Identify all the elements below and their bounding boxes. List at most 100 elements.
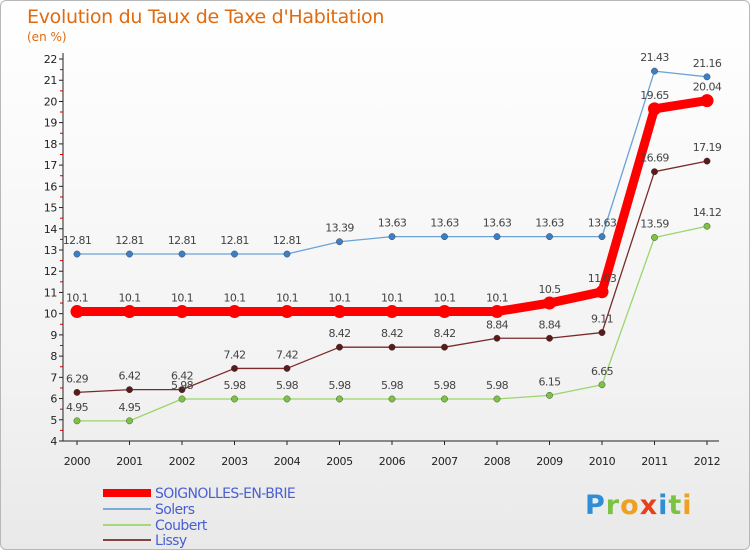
data-point bbox=[385, 305, 399, 319]
data-label: 5.98 bbox=[276, 379, 299, 392]
data-label: 16.69 bbox=[640, 152, 669, 165]
x-tick-label: 2007 bbox=[431, 455, 458, 468]
data-point bbox=[283, 250, 291, 258]
x-tick-label: 2002 bbox=[169, 455, 195, 468]
data-point bbox=[228, 305, 241, 319]
data-label: 6.29 bbox=[66, 372, 89, 385]
data-point bbox=[441, 395, 448, 403]
data-label: 20.04 bbox=[693, 81, 722, 94]
y-tick-label: 5 bbox=[50, 414, 57, 427]
data-label: 6.42 bbox=[118, 370, 140, 383]
y-tick-label: 19 bbox=[44, 117, 58, 130]
y-tick-label: 8 bbox=[50, 350, 57, 363]
data-point bbox=[283, 365, 291, 372]
data-label: 10.5 bbox=[538, 283, 561, 296]
logo-letter: i bbox=[682, 490, 693, 521]
data-point bbox=[73, 250, 81, 258]
data-point bbox=[126, 417, 133, 425]
data-label: 5.98 bbox=[381, 379, 404, 392]
data-point bbox=[493, 233, 501, 241]
data-label: 6.15 bbox=[538, 375, 561, 388]
data-label: 11.03 bbox=[588, 272, 617, 285]
data-point bbox=[280, 305, 294, 319]
data-label: 5.98 bbox=[486, 379, 509, 392]
data-point bbox=[73, 389, 81, 396]
data-label: 4.95 bbox=[66, 401, 89, 414]
data-point bbox=[595, 285, 609, 299]
data-label: 12.81 bbox=[63, 234, 92, 247]
data-label: 5.98 bbox=[433, 379, 456, 392]
data-point bbox=[388, 343, 396, 351]
data-point bbox=[388, 233, 396, 241]
data-label: 8.42 bbox=[328, 327, 350, 340]
data-point bbox=[441, 343, 448, 351]
data-point bbox=[73, 417, 81, 425]
legend-label: Solers bbox=[155, 502, 195, 518]
data-point bbox=[336, 395, 343, 403]
data-point bbox=[126, 386, 133, 394]
y-tick-label: 16 bbox=[44, 180, 58, 193]
data-point bbox=[231, 395, 238, 403]
data-label: 7.42 bbox=[276, 348, 298, 361]
data-label: 8.84 bbox=[538, 318, 561, 331]
data-label: 13.63 bbox=[535, 217, 564, 230]
data-label: 12.81 bbox=[273, 234, 302, 247]
legend-label: Coubert bbox=[155, 518, 208, 534]
data-label: 10.1 bbox=[381, 292, 403, 305]
data-point bbox=[441, 233, 448, 241]
data-label: 9.11 bbox=[591, 313, 613, 326]
logo-letter: t bbox=[668, 490, 683, 521]
x-tick-label: 2008 bbox=[484, 455, 511, 468]
data-point bbox=[178, 386, 186, 394]
chart-subtitle: (en %) bbox=[27, 30, 67, 44]
data-label: 10.1 bbox=[486, 292, 508, 305]
data-point bbox=[543, 296, 556, 310]
data-point bbox=[700, 94, 714, 108]
data-point bbox=[546, 334, 553, 342]
x-tick-label: 2011 bbox=[641, 455, 667, 468]
data-point bbox=[651, 168, 658, 176]
data-label: 8.42 bbox=[433, 327, 455, 340]
data-point bbox=[546, 391, 553, 399]
data-label: 17.19 bbox=[693, 141, 722, 154]
data-label: 12.81 bbox=[220, 234, 249, 247]
data-label: 19.65 bbox=[640, 89, 669, 102]
x-tick-label: 2004 bbox=[274, 455, 301, 468]
data-point bbox=[126, 250, 133, 258]
data-label: 12.81 bbox=[168, 234, 197, 247]
proxiti-logo: Proxiti bbox=[585, 490, 693, 521]
data-point bbox=[493, 395, 501, 403]
data-point bbox=[388, 395, 396, 403]
data-label: 13.63 bbox=[378, 217, 407, 230]
data-label: 12.81 bbox=[115, 234, 144, 247]
data-label: 10.1 bbox=[223, 292, 245, 305]
logo-letter: P bbox=[585, 490, 606, 521]
data-point bbox=[493, 334, 501, 342]
y-tick-label: 4 bbox=[50, 435, 57, 448]
legend-label: Lissy bbox=[155, 533, 187, 549]
data-point bbox=[546, 233, 553, 241]
data-label: 10.1 bbox=[433, 292, 455, 305]
data-label: 10.1 bbox=[118, 292, 140, 305]
data-point bbox=[231, 250, 238, 258]
data-label: 4.95 bbox=[118, 401, 141, 414]
data-label: 7.42 bbox=[223, 348, 245, 361]
data-label: 5.98 bbox=[223, 379, 246, 392]
data-label: 5.98 bbox=[171, 379, 194, 392]
y-tick-label: 14 bbox=[44, 223, 58, 236]
logo-letter: o bbox=[620, 490, 640, 521]
data-point bbox=[651, 234, 658, 241]
data-label: 8.42 bbox=[381, 327, 403, 340]
data-label: 14.12 bbox=[693, 206, 722, 219]
y-tick-label: 21 bbox=[44, 74, 57, 87]
x-tick-label: 2000 bbox=[64, 455, 91, 468]
y-tick-label: 9 bbox=[50, 329, 57, 342]
y-tick-label: 22 bbox=[44, 53, 57, 66]
data-label: 21.43 bbox=[640, 51, 669, 64]
data-label: 10.1 bbox=[276, 292, 298, 305]
y-tick-label: 17 bbox=[44, 159, 58, 172]
x-tick-label: 2001 bbox=[116, 455, 142, 468]
y-tick-label: 10 bbox=[44, 308, 58, 321]
data-point bbox=[283, 395, 291, 403]
